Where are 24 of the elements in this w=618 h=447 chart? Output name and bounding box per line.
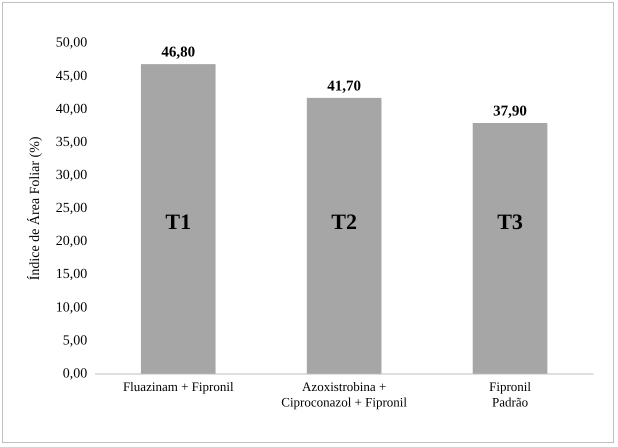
y-tick-label: 40,00 (56, 102, 88, 117)
annotation: T3 (497, 209, 523, 234)
y-tick-label: 10,00 (56, 300, 88, 316)
y-tick-label: 25,00 (56, 201, 88, 216)
bar (306, 98, 382, 374)
bar (140, 64, 216, 374)
annotation: T1 (165, 209, 192, 234)
data-label: 37,90 (493, 103, 527, 120)
data-label: 46,80 (161, 44, 196, 61)
y-tick-label: 45,00 (56, 68, 88, 84)
y-tick-label: 15,00 (56, 267, 88, 282)
data-label: 41,70 (327, 78, 362, 94)
x-tick-label: Fipronil Padrão (489, 379, 532, 410)
y-tick-label: 50,00 (56, 36, 88, 51)
x-tick-label: Fluazinam + Fipronil (122, 379, 234, 394)
y-axis-title: Índice de Área Foliar (%) (26, 136, 44, 280)
y-tick-label: 0,00 (62, 366, 88, 382)
bar (472, 123, 548, 374)
y-tick-label: 35,00 (56, 134, 88, 150)
y-tick-label: 20,00 (56, 234, 88, 250)
y-tick-label: 5,00 (62, 333, 88, 348)
annotation: T2 (331, 209, 357, 234)
x-tick-label: Azoxistrobina + Ciproconazol + Fipronil (281, 379, 408, 410)
y-tick-label: 30,00 (56, 168, 88, 183)
